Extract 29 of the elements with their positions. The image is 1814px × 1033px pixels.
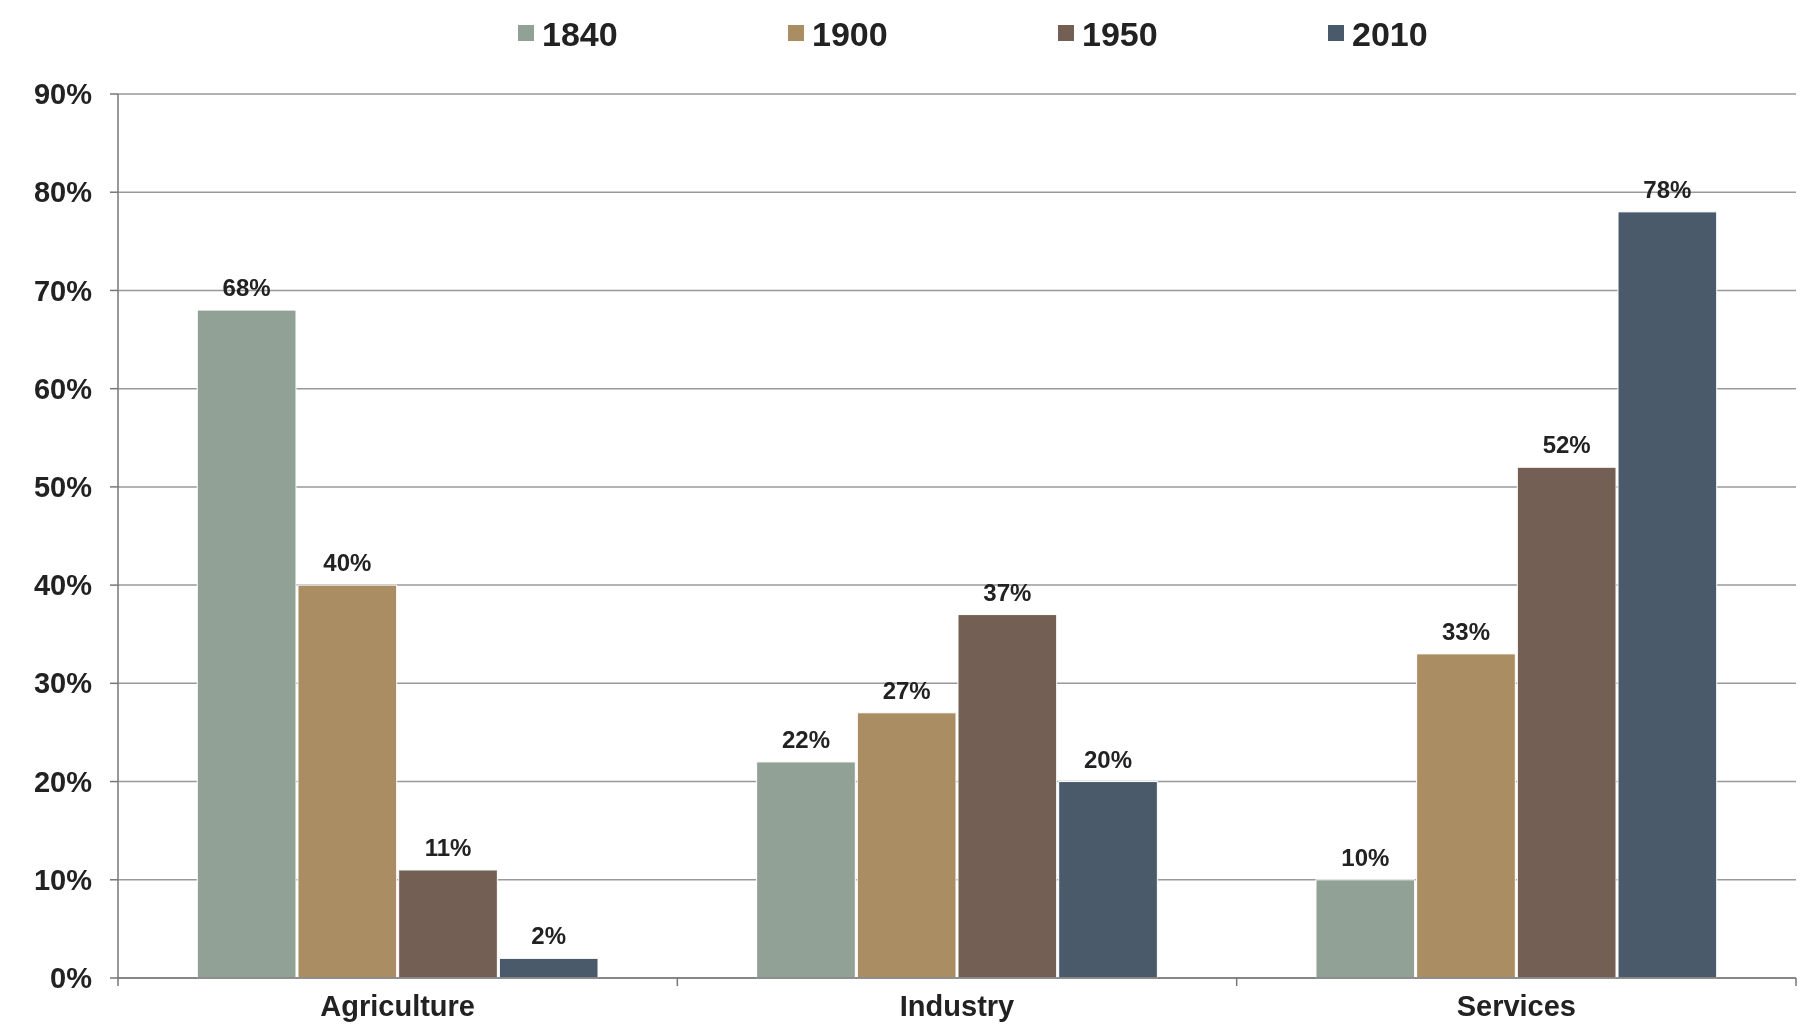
y-tick-label: 80% bbox=[33, 176, 93, 209]
data-label: 40% bbox=[323, 549, 372, 577]
data-label: 52% bbox=[1542, 431, 1591, 459]
y-tick-label: 30% bbox=[33, 667, 93, 700]
data-label: 33% bbox=[1441, 617, 1491, 645]
y-tick-label: 60% bbox=[33, 372, 93, 405]
legend-label: 2010 bbox=[1352, 14, 1428, 53]
y-tick-label: 10% bbox=[33, 863, 93, 896]
data-label: 2% bbox=[531, 922, 567, 950]
y-tick-label: 70% bbox=[33, 274, 93, 307]
data-label: 68% bbox=[222, 274, 271, 302]
x-tick-label: Industry bbox=[899, 990, 1015, 1022]
data-label: 22% bbox=[781, 725, 830, 753]
y-tick-label: 40% bbox=[33, 569, 93, 602]
y-tick-label: 50% bbox=[33, 471, 93, 504]
y-tick-label: 20% bbox=[33, 765, 93, 798]
data-label: 20% bbox=[1084, 745, 1133, 773]
data-label: 78% bbox=[1643, 175, 1692, 203]
legend-label: 1900 bbox=[812, 14, 888, 53]
data-label: 37% bbox=[983, 578, 1032, 606]
legend-label: 1840 bbox=[542, 14, 618, 53]
data-label: 10% bbox=[1341, 843, 1390, 871]
y-tick-label: 0% bbox=[50, 962, 93, 995]
y-tick-label: 90% bbox=[33, 78, 93, 111]
data-label: 27% bbox=[882, 676, 931, 704]
data-label: 11% bbox=[424, 833, 472, 861]
x-tick-label: Agriculture bbox=[320, 990, 476, 1022]
x-tick-label: Services bbox=[1456, 990, 1576, 1022]
legend-label: 1950 bbox=[1082, 14, 1158, 53]
